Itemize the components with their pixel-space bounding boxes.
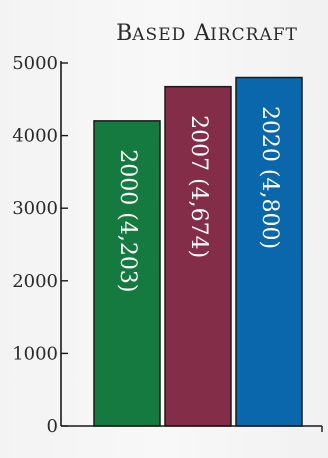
bar-label-2020: 2020 (4,800) (257, 106, 282, 249)
chart-title: BASED AIRCRAFT (116, 21, 298, 46)
y-tick-label-1000: 1000 (12, 343, 58, 364)
title-cap-a: A (193, 21, 211, 46)
title-rest-based: ASED (131, 25, 186, 45)
bar-2007 (164, 85, 232, 427)
y-tick-label-0: 0 (47, 416, 58, 437)
title-rest-aircraft: IRCRAFT (210, 25, 298, 45)
y-tick-label-3000: 3000 (12, 198, 58, 219)
y-tick-label-4000: 4000 (12, 126, 58, 147)
bar-label-2007: 2007 (4,674) (186, 115, 211, 258)
axis-layer: 0 1000 2000 3000 4000 5000 (12, 53, 323, 437)
bar-2000 (93, 120, 161, 427)
y-tick-label-5000: 5000 (12, 53, 58, 74)
title-cap-b: B (116, 21, 132, 46)
y-tick-label-2000: 2000 (12, 271, 58, 292)
bars-layer: 2000 (4,203) 2007 (4,674) 2020 (4,800) (93, 76, 303, 427)
bar-2020 (235, 76, 303, 427)
bar-label-2000: 2000 (4,203) (115, 149, 140, 292)
